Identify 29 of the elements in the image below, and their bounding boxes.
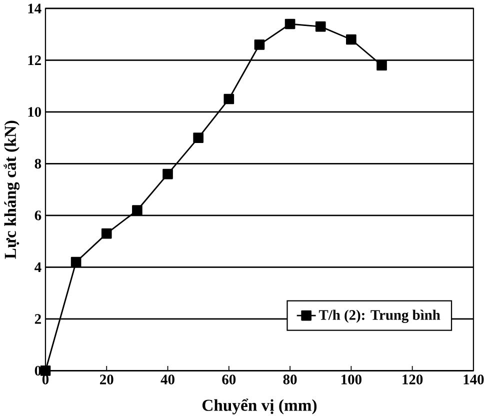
y-tick-label: 4 (34, 262, 42, 272)
point (70, 256, 82, 268)
point (254, 40, 265, 50)
point (132, 205, 142, 216)
y-tick-label: 2 (34, 314, 41, 324)
y-tick-label: 10 (28, 107, 42, 117)
x-tick-label: 80 (283, 374, 297, 384)
point (40, 366, 51, 376)
x-tick-label: 140 (464, 374, 484, 384)
x-tick-label: 20 (100, 374, 114, 384)
point (193, 132, 204, 143)
x-tick-label: 60 (222, 374, 236, 384)
y-tick-label: 12 (28, 55, 41, 65)
legend-label: T/h (2): Trung bình (318, 310, 440, 323)
point (162, 168, 173, 180)
point (224, 94, 234, 104)
point (376, 60, 387, 71)
y-tick-label: 6 (34, 210, 42, 220)
point (101, 228, 112, 239)
x-tick-label: 120 (402, 374, 423, 384)
x-tick-label: 40 (160, 374, 174, 384)
x-axis-title: Chuyển vị (mm) (202, 398, 317, 414)
x-tick-label: 100 (342, 374, 362, 384)
point (315, 21, 326, 32)
point (346, 34, 356, 45)
y-axis-title: Lực kháng cắt (kN) (4, 120, 20, 259)
y-tick-label: 14 (28, 4, 42, 14)
y-tick-label: 8 (34, 158, 42, 169)
point (284, 18, 296, 30)
